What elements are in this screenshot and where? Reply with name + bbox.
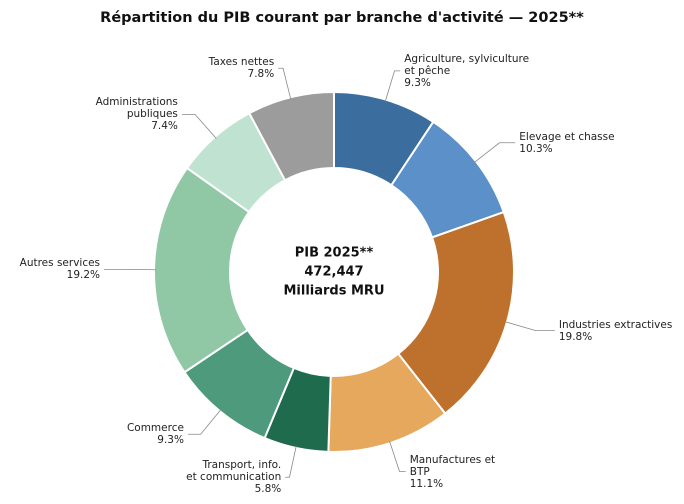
leader-line	[285, 445, 297, 478]
slice-label: Administrations publiques 7.4%	[96, 96, 178, 132]
value-label: 7.8%	[247, 68, 275, 81]
category-label: Agriculture, sylviculture et pêche	[404, 52, 530, 77]
category-label: Administrations publiques	[95, 96, 178, 121]
category-label: Elevage et chasse	[519, 130, 615, 143]
slice-label: Agriculture, sylviculture et pêche 9.3%	[404, 53, 529, 89]
slice-label: Commerce 9.3%	[127, 422, 184, 446]
leader-line	[474, 142, 516, 163]
leader-line	[389, 440, 406, 472]
slice	[153, 166, 251, 374]
category-label: Manufactures et BTP	[409, 453, 496, 478]
slice-label: Autres services 19.2%	[20, 257, 100, 281]
category-label: Commerce	[126, 422, 184, 435]
slice-label: Manufactures et BTP 11.1%	[410, 454, 495, 490]
category-label: Transport, info. et communication	[186, 459, 282, 484]
value-label: 19.8%	[558, 330, 593, 343]
value-label: 5.8%	[254, 483, 282, 496]
category-label: Industries extractives	[558, 318, 673, 331]
category-label: Autres services	[19, 257, 101, 270]
leader-line	[278, 67, 292, 100]
value-label: 10.3%	[519, 142, 553, 155]
slice	[247, 90, 335, 182]
value-label: 19.2%	[66, 269, 101, 282]
slice-label: Industries extractives 19.8%	[559, 319, 672, 343]
category-label: Taxes nettes	[208, 56, 275, 69]
leader-line	[504, 321, 555, 331]
leader-line	[384, 70, 401, 102]
value-label: 7.4%	[151, 120, 178, 133]
slice	[396, 210, 515, 415]
value-label: 9.3%	[404, 76, 431, 89]
value-label: 9.3%	[157, 434, 184, 447]
leader-line	[187, 409, 222, 435]
leader-line	[181, 114, 217, 139]
value-label: 11.1%	[409, 477, 444, 490]
slice-label: Taxes nettes 7.8%	[209, 56, 275, 80]
slice-label: Elevage et chasse 10.3%	[519, 131, 614, 155]
chart-title: Répartition du PIB courant par branche d…	[100, 10, 584, 26]
center-text: PIB 2025** 472,447 Milliards MRU	[283, 245, 385, 299]
slice-label: Transport, info. et communication 5.8%	[186, 459, 281, 495]
